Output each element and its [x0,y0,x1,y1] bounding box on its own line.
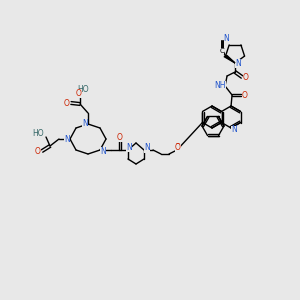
Text: N: N [235,58,241,68]
Text: O: O [243,74,249,82]
Text: O: O [242,91,248,100]
Polygon shape [224,56,235,63]
Text: N: N [231,125,237,134]
Text: N: N [64,134,70,143]
Text: N: N [144,143,150,152]
Text: O: O [64,98,70,107]
Text: O: O [117,133,123,142]
Text: N: N [224,34,230,43]
Text: NH: NH [214,80,226,89]
Text: N: N [126,142,132,152]
Text: N: N [82,118,88,127]
Text: HO: HO [77,85,89,94]
Text: O: O [175,143,181,152]
Text: C: C [219,48,224,54]
Text: HO: HO [32,130,44,139]
Text: O: O [175,143,181,152]
Text: O: O [76,88,82,98]
Text: N: N [100,146,106,155]
Text: O: O [35,146,41,155]
